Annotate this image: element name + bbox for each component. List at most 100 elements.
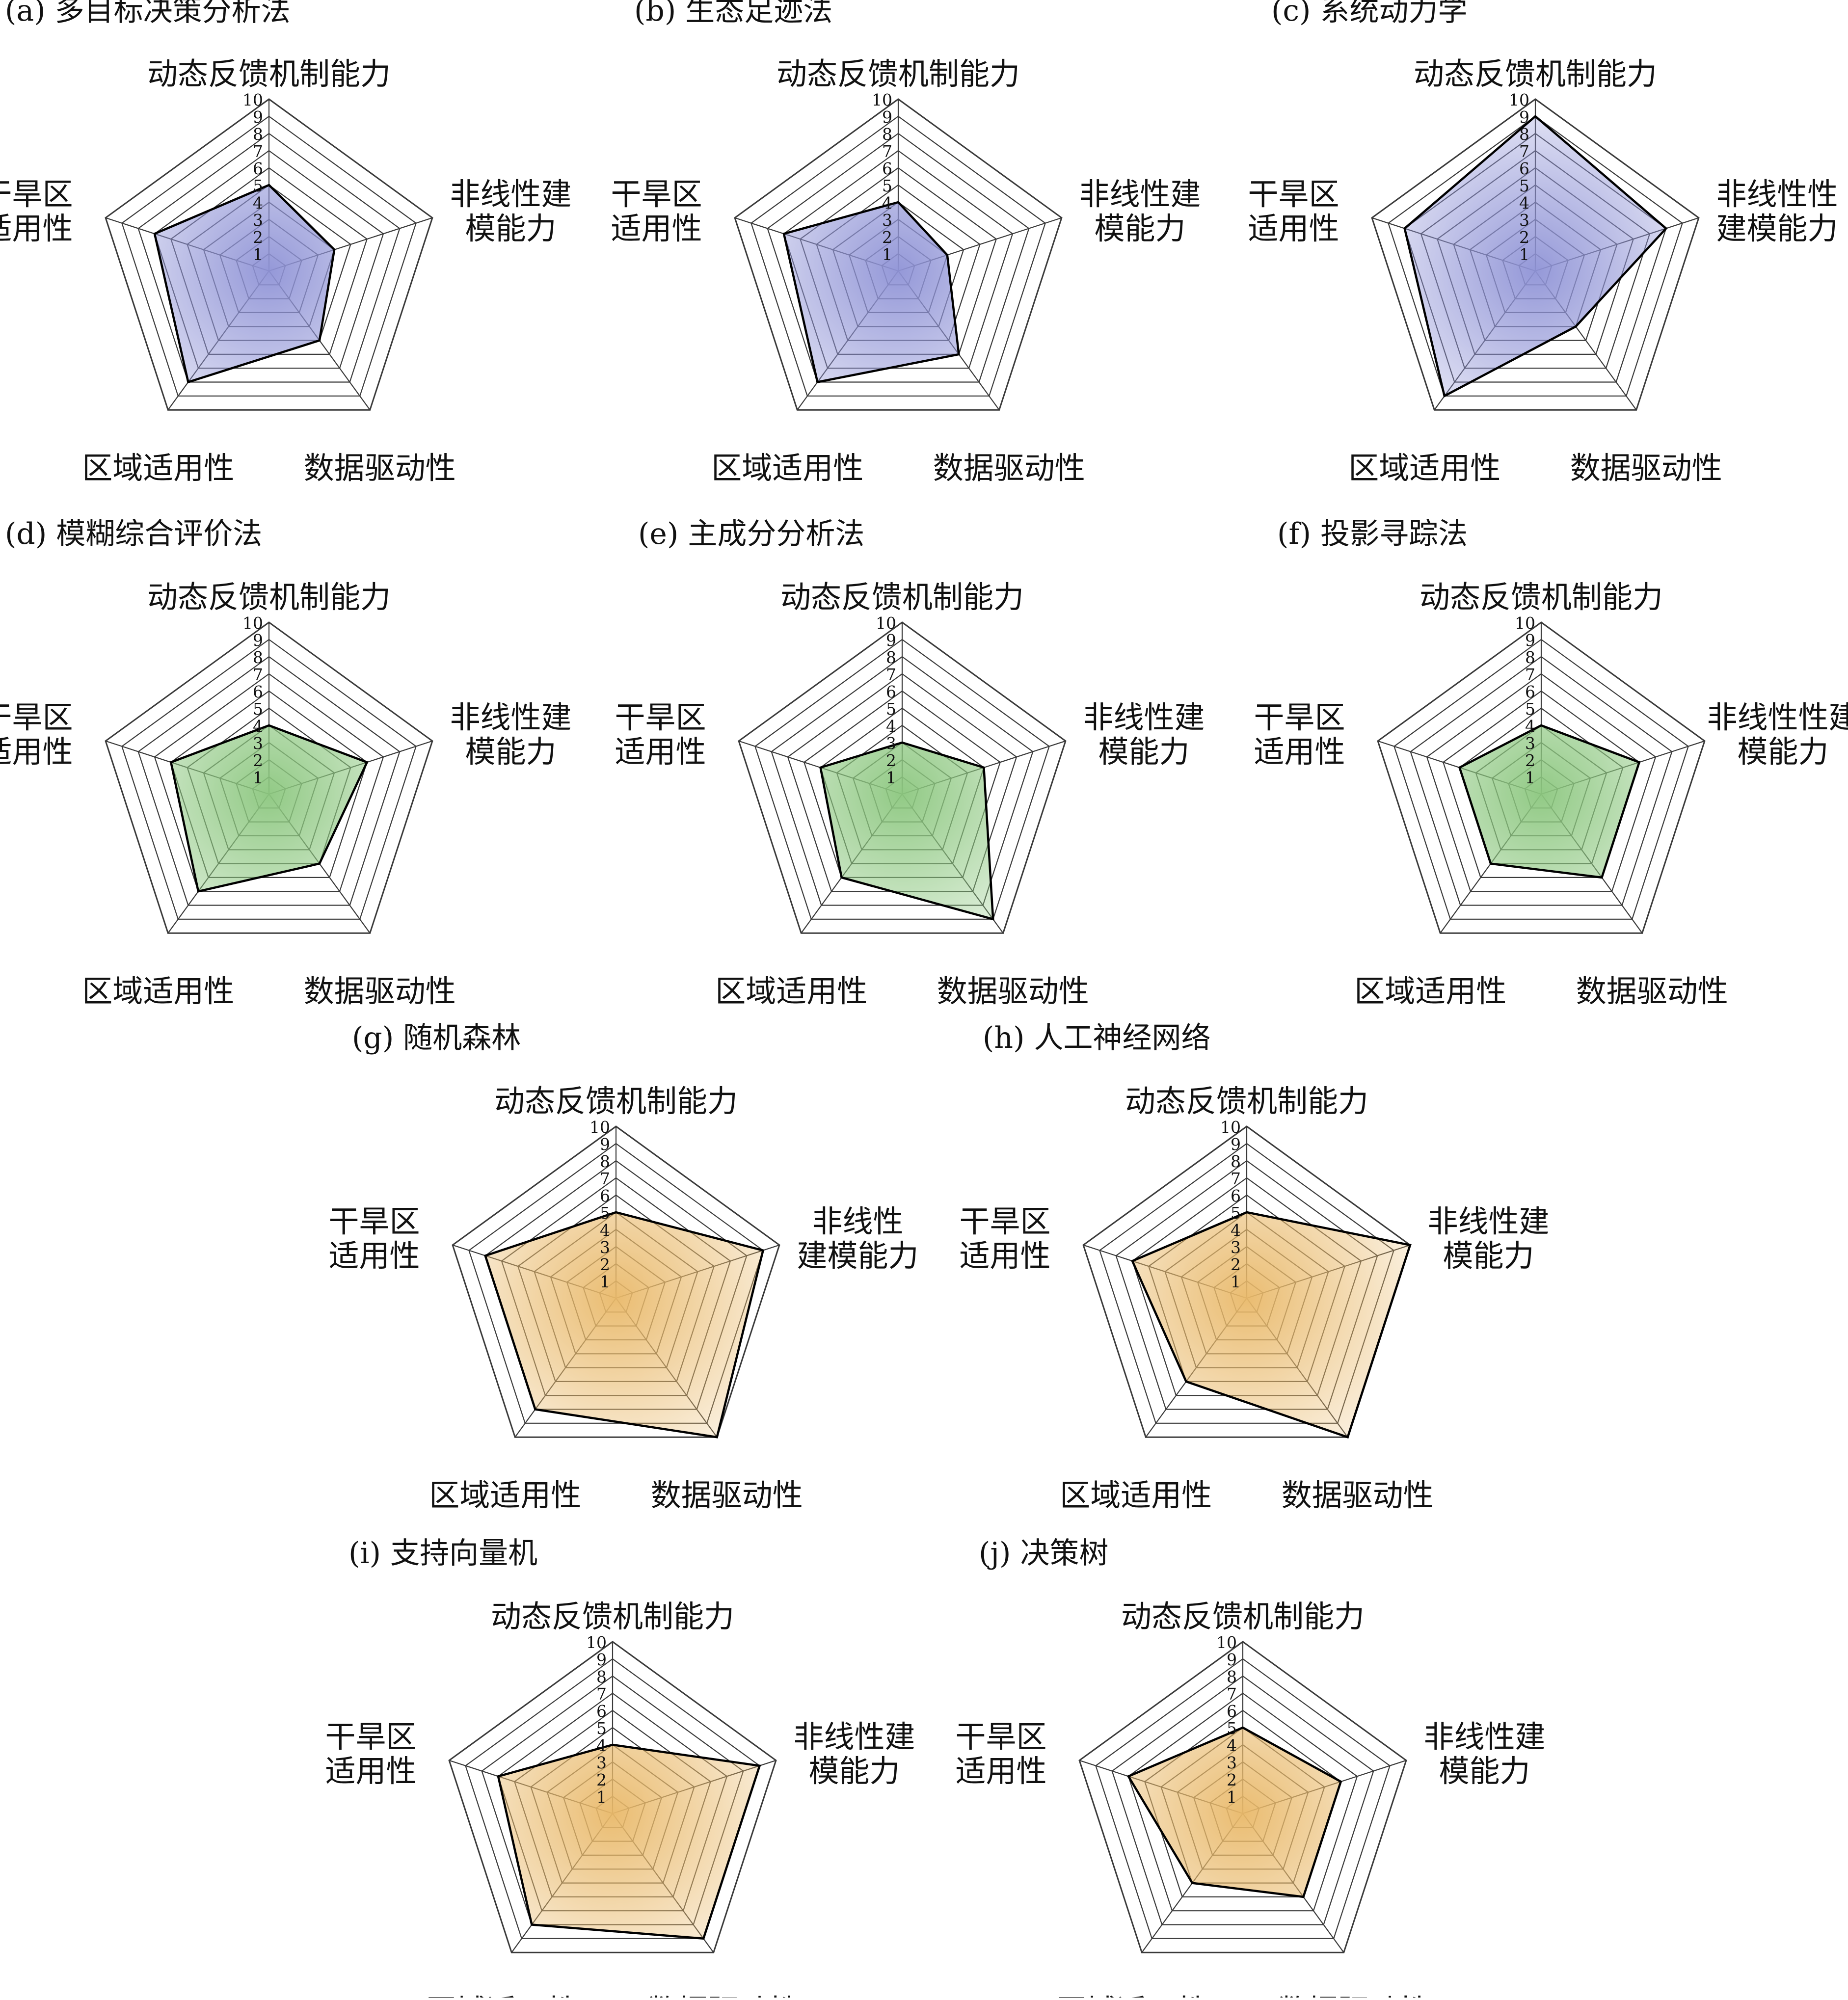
axis-label: 适用性 — [328, 1238, 420, 1274]
axis-label: 非线性建 — [450, 176, 571, 212]
scale-tick-label: 7 — [1525, 665, 1535, 684]
scale-tick-label: 7 — [253, 142, 263, 161]
scale-tick-label: 10 — [1216, 1633, 1237, 1652]
axis-label: 干旱区 — [1254, 699, 1345, 735]
scale-tick-label: 6 — [1525, 682, 1535, 701]
scale-tick-label: 3 — [1519, 211, 1529, 230]
scale-tick-label: 8 — [1519, 125, 1529, 144]
axis-label: 干旱区 — [325, 1719, 416, 1755]
axis-label: 区域适用性 — [82, 973, 234, 1009]
axis-label: 干旱区 — [955, 1719, 1046, 1755]
scale-tick-label: 10 — [872, 90, 892, 109]
grid-ring — [1111, 1675, 1374, 1925]
axis-label: 干旱区 — [0, 699, 73, 735]
scale-tick-label: 4 — [253, 717, 263, 736]
scale-tick-label: 6 — [1519, 159, 1529, 178]
data-series-polygon — [1126, 1726, 1342, 1898]
scale-tick-label: 10 — [1220, 1118, 1241, 1137]
scale-tick-label: 2 — [886, 751, 896, 770]
data-series-polygon — [1403, 115, 1668, 398]
scale-tick-label: 5 — [886, 699, 896, 719]
grid-ring — [1426, 673, 1657, 892]
scale-tick-label: 5 — [596, 1719, 607, 1738]
axis-label: 非线性 — [812, 1203, 903, 1239]
scale-tick-label: 1 — [886, 768, 896, 787]
grid-ring — [738, 621, 1067, 934]
grid-ring — [105, 621, 433, 934]
scale-tick-label: 7 — [253, 665, 263, 684]
scale-tick-label: 10 — [242, 613, 263, 633]
grid-ring — [465, 1658, 760, 1939]
axis-label: 动态反馈机制能力 — [494, 1083, 738, 1119]
panel-title: (e) 主成分分析法 — [638, 517, 864, 551]
scale-tick-label: 4 — [1227, 1736, 1237, 1755]
scale-tick-label: 5 — [1519, 176, 1529, 195]
scale-tick-label: 2 — [596, 1770, 607, 1789]
axis-label: 非线性性建 — [1707, 699, 1848, 735]
scale-tick-label: 10 — [242, 90, 263, 109]
axis-label: 数据驱动性 — [651, 1477, 803, 1513]
axis-label: 数据驱动性 — [937, 973, 1089, 1009]
scale-tick-label: 3 — [1525, 734, 1535, 753]
grid-ring — [783, 150, 1014, 369]
scale-tick-label: 6 — [600, 1186, 610, 1205]
axis-label: 适用性 — [611, 211, 702, 246]
axis-label: 模能力 — [1098, 734, 1189, 770]
axis-label: 数据驱动性 — [1576, 973, 1728, 1009]
scale-tick-label: 8 — [1231, 1152, 1241, 1171]
scale-tick-label: 8 — [596, 1667, 607, 1686]
scale-tick-label: 5 — [1231, 1203, 1241, 1223]
scale-tick-label: 2 — [882, 228, 892, 247]
scale-tick-label: 9 — [253, 631, 263, 650]
scale-tick-label: 3 — [1227, 1753, 1237, 1772]
grid-ring — [1127, 1692, 1358, 1912]
axis-label: 动态反馈机制能力 — [1414, 56, 1657, 92]
axis-label: 适用性 — [1248, 211, 1339, 246]
scale-tick-label: 1 — [600, 1272, 610, 1291]
scale-tick-label: 5 — [253, 699, 263, 719]
axis-label: 数据驱动性 — [304, 450, 456, 486]
scale-tick-label: 9 — [1227, 1650, 1237, 1669]
axis-label: 适用性 — [325, 1753, 416, 1789]
scale-tick-label: 1 — [1525, 768, 1535, 787]
scale-tick-label: 1 — [253, 245, 263, 264]
scale-tick-label: 7 — [882, 142, 892, 161]
scale-tick-label: 1 — [596, 1787, 607, 1807]
grid-ring — [754, 639, 1050, 920]
grid-ring — [1095, 1658, 1391, 1939]
grid-ring — [137, 133, 401, 383]
axis-label: 数据驱动性 — [647, 1993, 800, 1998]
axis-label: 干旱区 — [611, 176, 702, 212]
axis-label: 适用性 — [955, 1753, 1046, 1789]
grid-ring — [154, 150, 384, 369]
data-series-polygon — [497, 1743, 761, 1940]
axis-label: 区域适用性 — [426, 1993, 578, 1998]
grid-ring — [1410, 656, 1673, 906]
scale-tick-label: 6 — [253, 159, 263, 178]
scale-tick-label: 8 — [600, 1152, 610, 1171]
grid-ring — [105, 98, 433, 411]
axis-label: 动态反馈机制能力 — [1419, 579, 1663, 615]
axis-label: 适用性 — [1254, 734, 1345, 770]
axis-label: 模能力 — [1737, 734, 1828, 770]
axis-label: 动态反馈机制能力 — [147, 579, 391, 615]
axis-label: 区域适用性 — [715, 973, 867, 1009]
axis-label: 动态反馈机制能力 — [1121, 1599, 1365, 1634]
scale-tick-label: 3 — [886, 734, 896, 753]
panel-title: (g) 随机森林 — [352, 1021, 521, 1055]
axis-label: 区域适用性 — [1348, 450, 1500, 486]
scale-tick-label: 9 — [596, 1650, 607, 1669]
scale-tick-label: 2 — [1227, 1770, 1237, 1789]
data-series-polygon — [153, 184, 336, 384]
scale-tick-label: 4 — [882, 193, 892, 213]
scale-tick-label: 3 — [882, 211, 892, 230]
grid-ring — [121, 639, 417, 920]
grid-ring — [734, 98, 1063, 411]
axis-label: 区域适用性 — [429, 1477, 581, 1513]
